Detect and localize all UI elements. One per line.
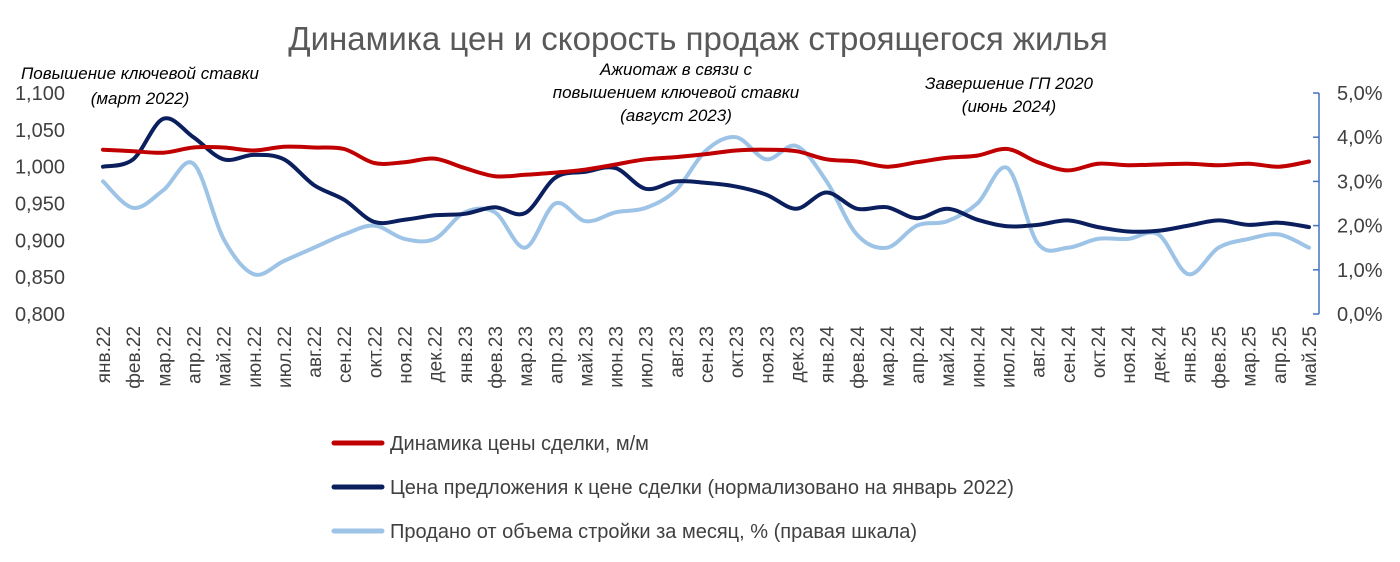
x-tick-label: дек.24 <box>1149 326 1170 383</box>
series-line-offer-ratio <box>101 116 1311 234</box>
x-tick-label: янв.23 <box>456 326 477 383</box>
x-tick-label: янв.24 <box>818 326 839 384</box>
annotation-text: (июнь 2024) <box>962 97 1056 116</box>
x-tick-label: апр.23 <box>546 326 567 384</box>
right-tick-label: 1,0% <box>1337 260 1383 282</box>
right-axis: 0,0% 1,0% 2,0% 3,0% 4,0% 5,0% <box>1313 83 1383 326</box>
x-tick-label: июн.22 <box>245 326 266 388</box>
left-tick-label: 0,950 <box>15 194 65 216</box>
x-tick-label: июн.23 <box>607 326 628 388</box>
x-tick-label: июл.23 <box>637 326 658 388</box>
left-tick-label: 1,050 <box>15 120 65 142</box>
left-axis: 0,800 0,850 0,900 0,950 1,000 1,050 1,100 <box>15 83 65 326</box>
x-tick-label: сен.23 <box>697 326 718 383</box>
x-tick-label: сен.24 <box>1059 326 1080 383</box>
left-tick-label: 0,800 <box>15 304 65 326</box>
legend-label: Цена предложения к цене сделки (нормализ… <box>390 477 1014 499</box>
series-lines <box>101 116 1311 277</box>
series-line-sold-share <box>101 134 1311 277</box>
x-tick-label: авг.22 <box>305 326 326 378</box>
left-tick-label: 1,100 <box>15 83 65 105</box>
right-tick-label: 5,0% <box>1337 83 1383 105</box>
x-tick-label: ноя.24 <box>1119 326 1140 384</box>
right-tick-label: 3,0% <box>1337 171 1383 193</box>
x-tick-label: май.24 <box>938 326 959 387</box>
x-tick-label: июл.22 <box>275 326 296 388</box>
series-line-deal-price <box>101 144 1311 179</box>
x-tick-label: апр.22 <box>184 326 205 384</box>
x-tick-label: фев.22 <box>124 326 145 389</box>
x-tick-label: фев.23 <box>486 326 507 389</box>
x-tick-label: окт.22 <box>365 326 386 378</box>
x-tick-label: ноя.23 <box>757 326 778 384</box>
x-tick-label: янв.22 <box>94 326 115 383</box>
x-tick-label: авг.23 <box>667 326 688 378</box>
right-tick-label: 0,0% <box>1337 304 1383 326</box>
x-tick-label: ноя.22 <box>396 326 417 384</box>
x-tick-label: июл.24 <box>999 326 1020 388</box>
x-tick-label: фев.24 <box>848 326 869 389</box>
annotation-text: (март 2022) <box>91 89 190 108</box>
x-tick-label: дек.22 <box>426 326 447 382</box>
annotation-text: Ажиотаж в связи с <box>599 60 753 79</box>
x-axis: янв.22 фев.22 мар.22 апр.22 май.22 июн.22 июл.… <box>94 326 1321 389</box>
annotation-text: Завершение ГП 2020 <box>925 74 1094 93</box>
right-tick-label: 4,0% <box>1337 127 1383 149</box>
x-tick-label: мар.25 <box>1240 326 1261 387</box>
x-tick-label: окт.24 <box>1089 326 1110 379</box>
legend-label: Динамика цены сделки, м/м <box>390 433 649 455</box>
annotation-text: повышением ключевой ставки <box>553 83 800 102</box>
chart-title: Динамика цен и скорость продаж строящего… <box>288 20 1107 57</box>
x-tick-label: мар.22 <box>154 326 175 387</box>
left-tick-label: 0,850 <box>15 267 65 289</box>
left-tick-label: 1,000 <box>15 157 65 179</box>
x-tick-label: сен.22 <box>335 326 356 383</box>
x-tick-label: май.22 <box>215 326 236 387</box>
legend: Динамика цены сделки, м/м Цена предложени… <box>331 433 1014 543</box>
x-tick-label: мар.24 <box>878 326 899 387</box>
legend-label: Продано от объема стройки за месяц, % (п… <box>390 521 917 543</box>
x-tick-label: май.23 <box>576 326 597 387</box>
annotations: Повышение ключевой ставки (март 2022) Ажио… <box>21 60 1094 125</box>
x-tick-label: окт.23 <box>727 326 748 378</box>
x-tick-label: янв.25 <box>1179 326 1200 383</box>
annotation-text: (август 2023) <box>620 106 732 125</box>
x-tick-label: дек.23 <box>787 326 808 382</box>
x-tick-label: июн.24 <box>968 326 989 388</box>
x-tick-label: май.25 <box>1300 326 1321 387</box>
x-tick-label: фев.25 <box>1210 326 1231 389</box>
x-tick-label: мар.23 <box>516 326 537 387</box>
annotation-text: Повышение ключевой ставки <box>21 64 260 83</box>
x-tick-label: апр.25 <box>1270 326 1291 384</box>
x-tick-label: авг.24 <box>1029 326 1050 378</box>
x-tick-label: апр.24 <box>908 326 929 384</box>
right-tick-label: 2,0% <box>1337 216 1383 238</box>
left-tick-label: 0,900 <box>15 230 65 252</box>
